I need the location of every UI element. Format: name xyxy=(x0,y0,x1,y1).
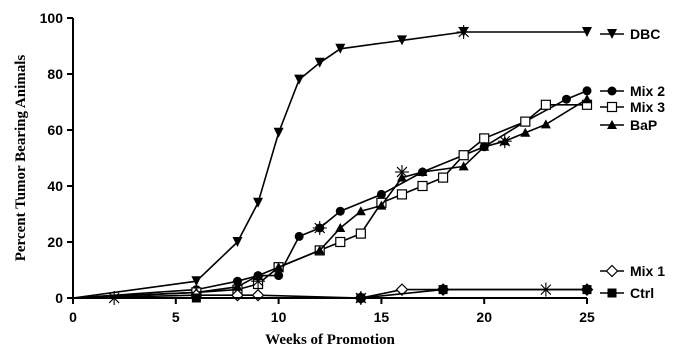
data-point xyxy=(582,285,592,295)
star-marker xyxy=(538,282,553,297)
data-point xyxy=(376,200,387,210)
data-point xyxy=(561,94,571,104)
y-tick-label: 80 xyxy=(47,66,63,82)
data-point xyxy=(396,189,408,200)
legend-label: Mix 2 xyxy=(630,83,665,99)
legend-marker xyxy=(605,264,619,278)
y-tick-label: 0 xyxy=(55,290,63,306)
axes xyxy=(72,18,587,299)
series-mix-2 xyxy=(72,86,592,299)
legend-label: BaP xyxy=(630,117,657,133)
data-point xyxy=(540,119,551,129)
data-point xyxy=(540,99,551,110)
data-point xyxy=(417,180,428,192)
data-point xyxy=(417,167,428,176)
data-point xyxy=(232,281,243,291)
data-point xyxy=(314,245,325,255)
data-point xyxy=(335,206,345,216)
legend-item-dbc: DBC xyxy=(600,26,660,42)
data-point xyxy=(582,86,592,96)
data-point xyxy=(458,150,469,161)
legend-item-bap: BaP xyxy=(600,117,657,133)
y-tick-label: 40 xyxy=(47,178,63,194)
star-marker xyxy=(456,25,471,39)
x-ticks: 0 5 10 15 20 25 xyxy=(69,298,595,325)
x-tick-label: 20 xyxy=(476,309,492,325)
series-line xyxy=(72,90,588,299)
y-axis-title: Percent Tumor Bearing Animals xyxy=(13,55,29,262)
star-marker xyxy=(497,134,512,149)
y-ticks: 0 20 40 60 80 100 xyxy=(40,10,73,306)
legend-item-mix-2: Mix 2 xyxy=(600,83,665,99)
data-point xyxy=(253,197,264,208)
data-point xyxy=(335,236,346,248)
y-tick-label: 100 xyxy=(40,10,64,26)
legend-marker xyxy=(606,101,618,113)
data-point xyxy=(232,276,242,286)
legend-item-mix-3: Mix 3 xyxy=(600,99,665,115)
data-point xyxy=(273,127,284,138)
legend-label: Mix 1 xyxy=(630,263,665,279)
x-tick-label: 0 xyxy=(69,309,77,325)
x-tick-label: 15 xyxy=(374,309,390,325)
data-point xyxy=(294,74,305,85)
star-marker xyxy=(394,165,409,179)
legend-marker xyxy=(607,86,617,96)
data-point xyxy=(273,262,284,272)
data-point xyxy=(335,43,346,54)
series-mix-3 xyxy=(72,99,593,299)
star-marker xyxy=(251,274,266,289)
series-bap xyxy=(72,94,592,299)
legend-label: Mix 3 xyxy=(630,99,665,115)
data-point xyxy=(274,271,284,281)
data-point xyxy=(479,133,490,144)
data-point xyxy=(438,285,448,295)
data-point xyxy=(479,141,490,151)
x-axis-title: Weeks of Promotion xyxy=(265,332,395,348)
data-point xyxy=(396,35,407,46)
data-point xyxy=(232,237,243,247)
series-line xyxy=(72,31,587,299)
y-tick-label: 20 xyxy=(47,234,63,250)
y-tick-label: 60 xyxy=(47,122,63,138)
significance-markers xyxy=(107,25,553,305)
data-point xyxy=(458,161,469,171)
data-point xyxy=(520,116,531,127)
data-point xyxy=(294,231,304,241)
data-point xyxy=(437,172,449,183)
legend-marker xyxy=(607,288,617,298)
data-point xyxy=(520,127,531,137)
data-point xyxy=(376,189,386,199)
data-point xyxy=(335,223,346,232)
x-tick-label: 10 xyxy=(271,309,287,325)
series-line xyxy=(72,104,587,299)
series-dbc xyxy=(72,27,592,299)
data-point xyxy=(355,206,366,216)
legend-label: DBC xyxy=(630,26,660,42)
data-point xyxy=(191,276,202,287)
x-tick-label: 25 xyxy=(579,309,595,325)
data-point xyxy=(582,94,592,104)
data-point xyxy=(395,283,409,296)
data-point xyxy=(582,27,592,37)
legend-marker xyxy=(607,120,617,129)
series-line xyxy=(72,98,588,299)
data-point xyxy=(314,57,325,68)
legend-item-mix-1: Mix 1 xyxy=(600,263,665,279)
legend-item-ctrl: Ctrl xyxy=(600,285,654,301)
legend-label: Ctrl xyxy=(630,285,654,301)
data-point xyxy=(355,228,366,239)
star-marker xyxy=(312,221,327,235)
x-tick-label: 5 xyxy=(172,309,180,325)
legend-marker xyxy=(607,29,617,39)
series-layer xyxy=(72,27,594,305)
data-point xyxy=(251,288,265,302)
